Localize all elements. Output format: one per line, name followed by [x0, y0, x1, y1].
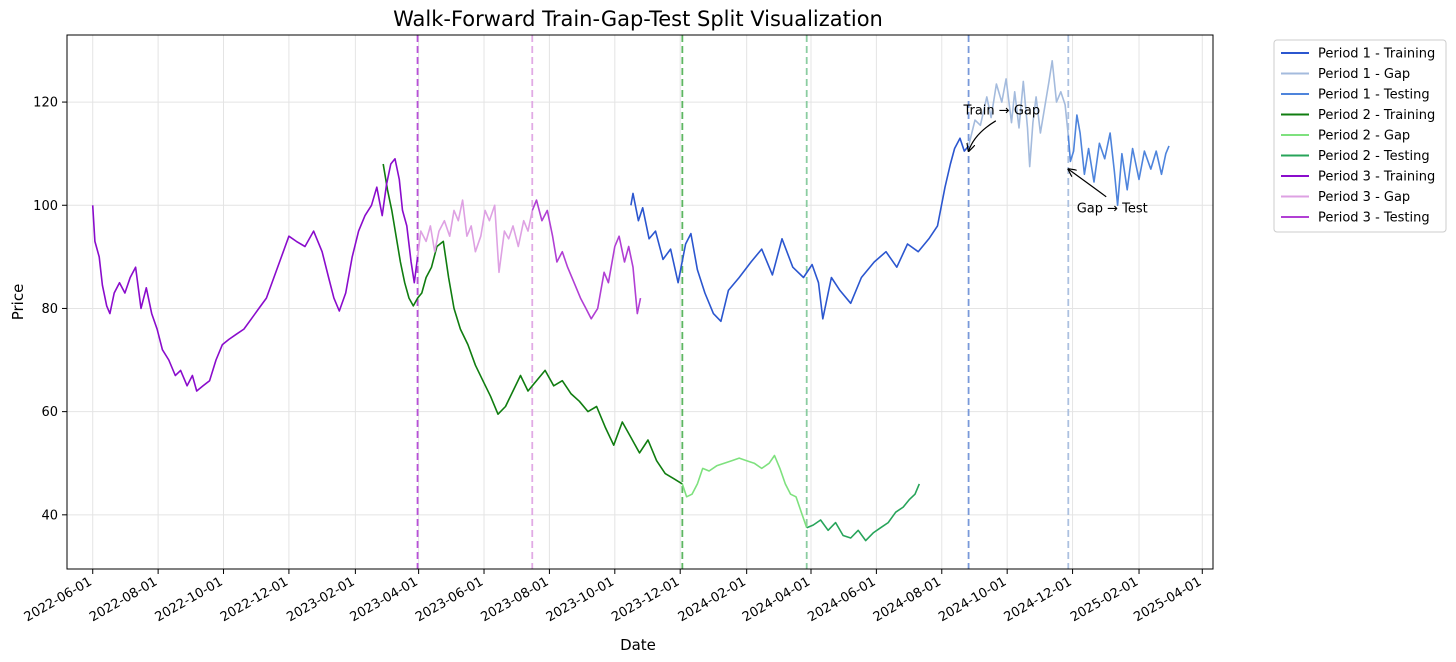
series-line-period-1-testing — [1067, 114, 1170, 207]
annotation-arrow — [1068, 169, 1107, 198]
series-line-period-3-gap — [416, 199, 534, 274]
series-line-period-1-gap — [967, 59, 1070, 168]
y-axis-ticks: 40 60 80 100 120 — [33, 96, 67, 523]
x-axis-label: Date — [620, 636, 656, 654]
y-tick-label: 60 — [41, 405, 58, 420]
series-line-period-1-training — [630, 137, 970, 323]
legend-label: Period 3 - Testing — [1318, 211, 1430, 226]
series-line-period-3-training — [91, 158, 419, 392]
split-lines — [416, 35, 1070, 569]
series-line-period-3-testing — [531, 199, 642, 320]
chart-title: Walk-Forward Train-Gap-Test Split Visual… — [393, 7, 883, 31]
legend-label: Period 1 - Training — [1318, 47, 1435, 62]
y-tick-label: 120 — [33, 96, 58, 111]
annotations: Train → Gap Gap → Test — [962, 103, 1147, 216]
legend-label: Period 1 - Gap — [1318, 67, 1410, 82]
legend-label: Period 3 - Training — [1318, 170, 1435, 185]
series-lines — [91, 59, 1170, 542]
y-tick-label: 40 — [41, 508, 58, 523]
legend-label: Period 1 - Testing — [1318, 88, 1430, 103]
y-axis-label: Price — [9, 284, 27, 321]
legend-label: Period 2 - Training — [1318, 108, 1435, 123]
legend-frame — [1273, 39, 1447, 233]
series-line-period-2-gap — [681, 454, 808, 528]
annotation-arrow — [969, 120, 997, 151]
annotation-label: Gap → Test — [1077, 201, 1148, 216]
legend-label: Period 2 - Gap — [1318, 129, 1410, 144]
legend-label: Period 3 - Gap — [1318, 190, 1410, 205]
series-line-period-2-testing — [806, 483, 921, 542]
series-line-period-2-training — [382, 163, 683, 485]
plot-frame — [66, 34, 1214, 570]
legend: Period 1 - Training Period 1 - Gap Period … — [1273, 39, 1447, 233]
y-tick-label: 80 — [41, 302, 58, 317]
y-tick-label: 100 — [33, 199, 58, 214]
legend-label: Period 2 - Testing — [1318, 149, 1430, 164]
annotation-label: Train → Gap — [962, 103, 1040, 118]
